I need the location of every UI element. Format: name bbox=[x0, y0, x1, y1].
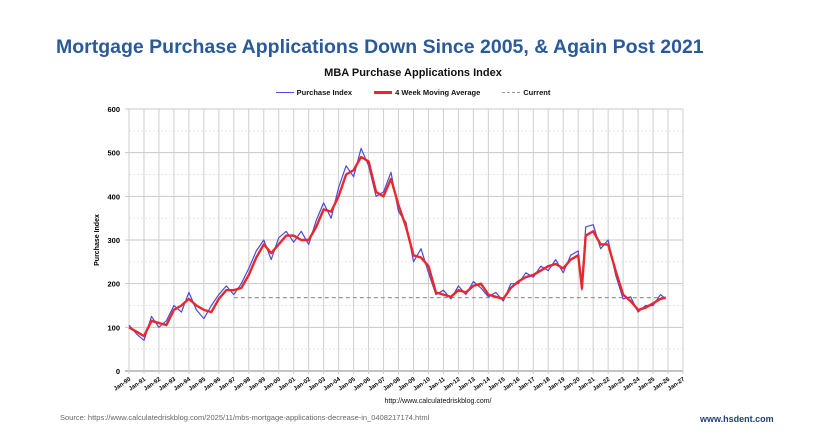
legend-label: Current bbox=[523, 88, 551, 97]
y-tick-label: 0 bbox=[116, 367, 120, 376]
y-tick-label: 300 bbox=[107, 236, 120, 245]
x-tick-label: Jan-27 bbox=[667, 376, 687, 392]
legend-swatch bbox=[502, 92, 521, 93]
chart-title: MBA Purchase Applications Index bbox=[324, 67, 502, 79]
source-note: Source: https://www.calculatedriskblog.c… bbox=[60, 413, 430, 422]
y-tick-label: 400 bbox=[107, 192, 120, 201]
legend-item-purchase-index: Purchase Index bbox=[275, 88, 353, 97]
legend-swatch bbox=[275, 92, 294, 93]
x-axis-label: http://www.calculatedriskblog.com/ bbox=[384, 398, 492, 405]
y-tick-label: 600 bbox=[107, 105, 120, 114]
legend-swatch bbox=[374, 91, 393, 94]
moving-average-line bbox=[128, 155, 667, 338]
legend-label: Purchase Index bbox=[296, 88, 353, 97]
legend-item-moving-average: 4 Week Moving Average bbox=[374, 88, 480, 97]
legend-item-current: Current bbox=[502, 88, 550, 97]
legend-label: 4 Week Moving Average bbox=[395, 88, 481, 97]
y-tick-label: 500 bbox=[107, 149, 120, 158]
legend: Purchase Index 4 Week Moving Average Cur… bbox=[0, 88, 826, 97]
y-tick-label: 200 bbox=[107, 280, 120, 289]
y-axis-label: Purchase Index bbox=[94, 214, 101, 266]
y-tick-label: 100 bbox=[107, 323, 120, 332]
brand-link[interactable]: www.hsdent.com bbox=[700, 414, 774, 424]
headline: Mortgage Purchase Applications Down Sinc… bbox=[56, 36, 704, 58]
